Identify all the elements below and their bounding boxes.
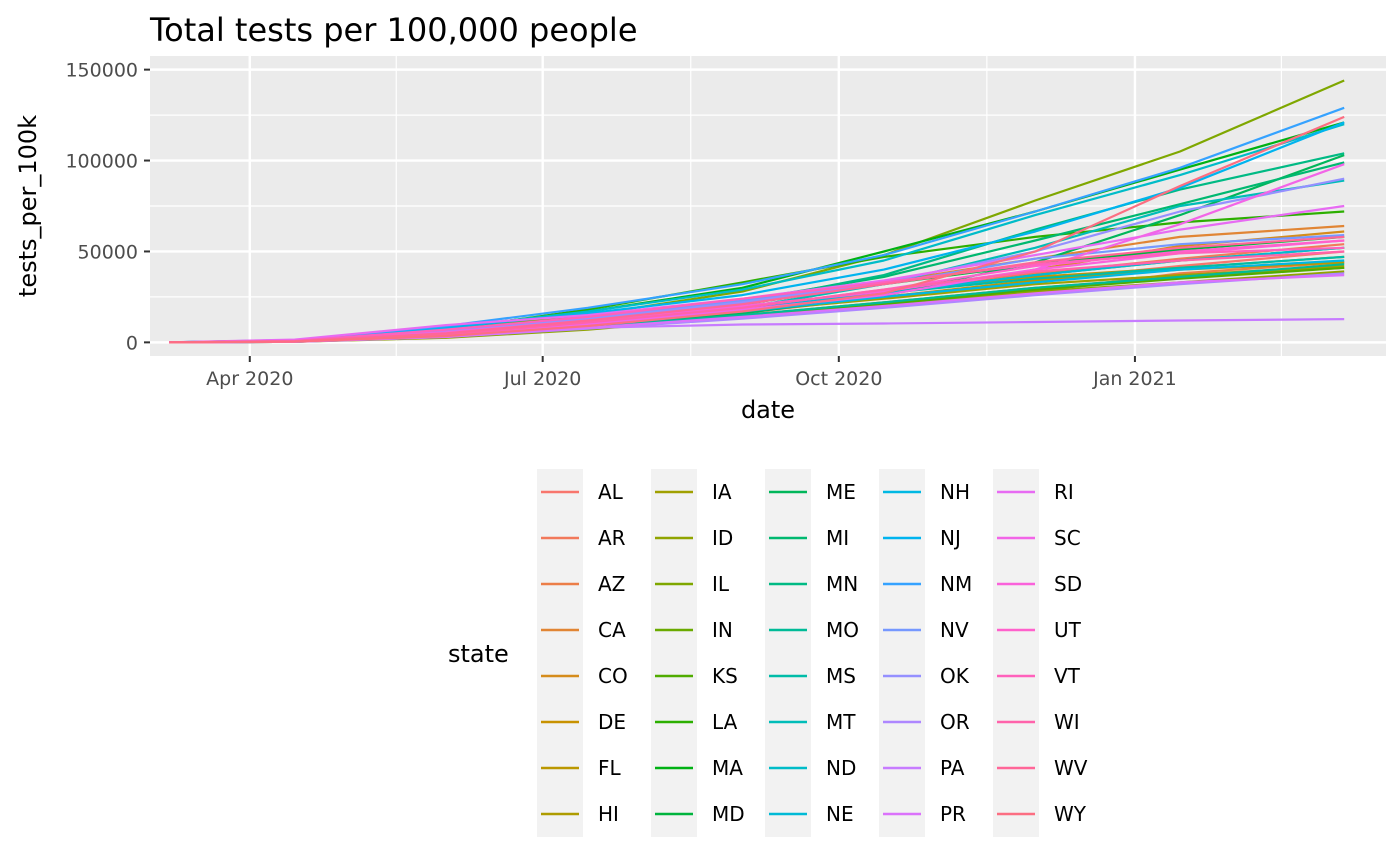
series-line-wy bbox=[169, 115, 1345, 344]
legend-label: KS bbox=[712, 664, 738, 688]
legend-label: PA bbox=[940, 756, 965, 780]
legend-label: MN bbox=[826, 572, 858, 596]
legend-title: state bbox=[448, 640, 509, 668]
x-tick-label: Apr 2020 bbox=[206, 368, 293, 390]
legend-label: NJ bbox=[940, 526, 961, 550]
legend-label: NH bbox=[940, 480, 970, 504]
x-tick-label: Oct 2020 bbox=[795, 368, 882, 390]
legend-label: ID bbox=[712, 526, 733, 550]
legend-label: IA bbox=[712, 480, 732, 504]
legend-label: CO bbox=[598, 664, 628, 688]
legend-label: SD bbox=[1054, 572, 1082, 596]
legend-label: MA bbox=[712, 756, 743, 780]
legend-label: WI bbox=[1054, 710, 1080, 734]
legend-label: NE bbox=[826, 802, 854, 826]
legend-label: AZ bbox=[598, 572, 625, 596]
legend-label: NV bbox=[940, 618, 969, 642]
y-tick-label: 100000 bbox=[65, 151, 138, 173]
legend-label: HI bbox=[598, 802, 619, 826]
axes: 0 50000 100000 150000 Apr 2020 Jul 2020 Oct 20… bbox=[65, 60, 1176, 390]
legend-label: DE bbox=[598, 710, 626, 734]
legend-label: LA bbox=[712, 710, 738, 734]
y-tick-label: 50000 bbox=[78, 241, 138, 263]
legend-label: IN bbox=[712, 618, 733, 642]
legend-label: RI bbox=[1054, 480, 1074, 504]
legend-label: MI bbox=[826, 526, 849, 550]
legend-label: MT bbox=[826, 710, 856, 734]
legend-label: CA bbox=[598, 618, 626, 642]
legend: AL AR AZ CA CO DE FL HI IA ID IL IN KS LA MA MD ME MI MN MO… bbox=[537, 469, 1088, 837]
legend-label: ND bbox=[826, 756, 856, 780]
legend-label: PR bbox=[940, 802, 966, 826]
x-axis-title: date bbox=[741, 396, 795, 424]
legend-label: FL bbox=[598, 756, 622, 780]
x-tick-label: Jul 2020 bbox=[503, 368, 581, 390]
legend-label: MD bbox=[712, 802, 745, 826]
series-line-vt bbox=[169, 246, 1345, 344]
legend-label: UT bbox=[1054, 618, 1082, 642]
legend-label: MS bbox=[826, 664, 856, 688]
legend-label: NM bbox=[940, 572, 972, 596]
legend-label: WV bbox=[1054, 756, 1088, 780]
legend-label: MO bbox=[826, 618, 859, 642]
y-tick-label: 0 bbox=[126, 332, 138, 354]
series-lines bbox=[169, 79, 1345, 344]
chart-title: Total tests per 100,000 people bbox=[149, 11, 638, 49]
y-tick-label: 150000 bbox=[65, 60, 138, 82]
legend-label: WY bbox=[1054, 802, 1087, 826]
legend-label: ME bbox=[826, 480, 856, 504]
x-tick-label: Jan 2021 bbox=[1092, 368, 1177, 390]
legend-label: VT bbox=[1054, 664, 1081, 688]
legend-label: OR bbox=[940, 710, 970, 734]
y-axis-title: tests_per_100k bbox=[14, 115, 42, 297]
legend-label: AR bbox=[598, 526, 626, 550]
legend-label: IL bbox=[712, 572, 730, 596]
legend-label: SC bbox=[1054, 526, 1081, 550]
legend-label: AL bbox=[598, 480, 624, 504]
legend-label: OK bbox=[940, 664, 970, 688]
